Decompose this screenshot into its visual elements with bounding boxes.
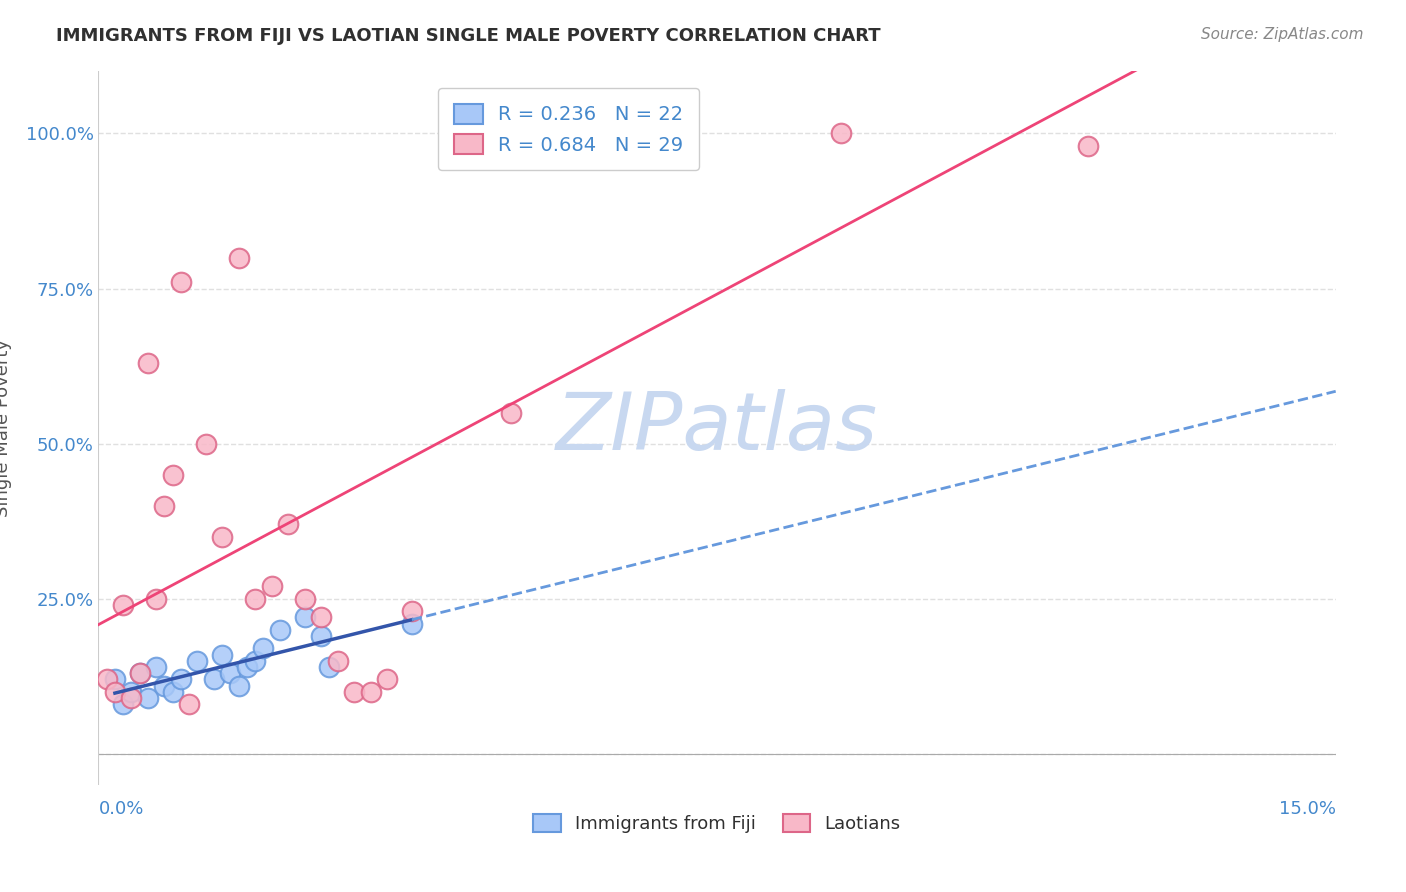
Point	[120, 691, 142, 706]
Text: IMMIGRANTS FROM FIJI VS LAOTIAN SINGLE MALE POVERTY CORRELATION CHART: IMMIGRANTS FROM FIJI VS LAOTIAN SINGLE M…	[56, 27, 882, 45]
Point	[136, 691, 159, 706]
Point	[211, 648, 233, 662]
Point	[326, 654, 349, 668]
Point	[136, 356, 159, 370]
Point	[145, 591, 167, 606]
Text: 0.0%: 0.0%	[98, 800, 143, 819]
Point	[194, 436, 217, 450]
Point	[1077, 138, 1099, 153]
Point	[120, 685, 142, 699]
Legend: Immigrants from Fiji, Laotians: Immigrants from Fiji, Laotians	[519, 799, 915, 847]
Point	[170, 673, 193, 687]
Point	[830, 127, 852, 141]
Point	[294, 591, 316, 606]
Point	[170, 276, 193, 290]
Point	[162, 467, 184, 482]
Point	[128, 666, 150, 681]
Point	[318, 660, 340, 674]
Point	[211, 530, 233, 544]
Point	[458, 127, 481, 141]
Text: 15.0%: 15.0%	[1278, 800, 1336, 819]
Point	[96, 673, 118, 687]
Point	[128, 666, 150, 681]
Point	[665, 127, 688, 141]
Text: Source: ZipAtlas.com: Source: ZipAtlas.com	[1201, 27, 1364, 42]
Point	[309, 610, 332, 624]
Point	[112, 598, 135, 612]
Point	[269, 623, 291, 637]
Point	[236, 660, 259, 674]
Point	[343, 685, 366, 699]
Point	[260, 579, 283, 593]
Point	[179, 698, 201, 712]
Point	[401, 616, 423, 631]
Point	[145, 660, 167, 674]
Point	[375, 673, 398, 687]
Point	[401, 604, 423, 618]
Point	[153, 499, 176, 513]
Point	[309, 629, 332, 643]
Point	[104, 673, 127, 687]
Text: ZIPatlas: ZIPatlas	[555, 389, 879, 467]
Point	[228, 251, 250, 265]
Point	[153, 679, 176, 693]
Point	[162, 685, 184, 699]
Point	[202, 673, 225, 687]
Point	[499, 406, 522, 420]
Point	[112, 698, 135, 712]
Point	[186, 654, 208, 668]
Point	[243, 654, 266, 668]
Point	[243, 591, 266, 606]
Point	[360, 685, 382, 699]
Y-axis label: Single Male Poverty: Single Male Poverty	[0, 339, 11, 517]
Point	[252, 641, 274, 656]
Point	[277, 517, 299, 532]
Point	[228, 679, 250, 693]
Point	[294, 610, 316, 624]
Point	[219, 666, 242, 681]
Point	[104, 685, 127, 699]
